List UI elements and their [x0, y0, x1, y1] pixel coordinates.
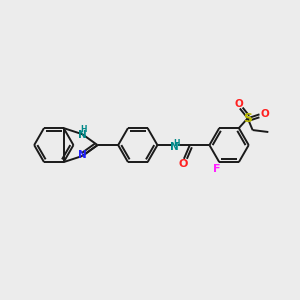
- Text: O: O: [260, 110, 269, 119]
- Text: N: N: [78, 130, 87, 140]
- Text: N: N: [78, 150, 87, 160]
- Text: O: O: [235, 99, 243, 109]
- Text: S: S: [243, 112, 252, 125]
- Text: H: H: [80, 125, 87, 134]
- Text: N: N: [170, 142, 178, 152]
- Text: H: H: [173, 139, 179, 148]
- Text: F: F: [213, 164, 220, 174]
- Text: O: O: [178, 159, 188, 169]
